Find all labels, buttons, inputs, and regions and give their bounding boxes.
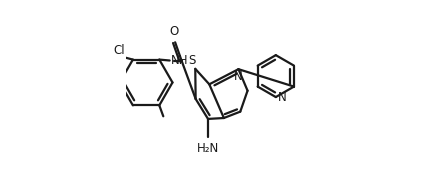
- Text: N: N: [233, 70, 242, 83]
- Text: H₂N: H₂N: [197, 142, 219, 155]
- Text: N: N: [277, 91, 286, 105]
- Text: S: S: [188, 54, 195, 67]
- Text: Cl: Cl: [113, 44, 125, 57]
- Text: O: O: [169, 25, 178, 38]
- Text: NH: NH: [170, 54, 187, 67]
